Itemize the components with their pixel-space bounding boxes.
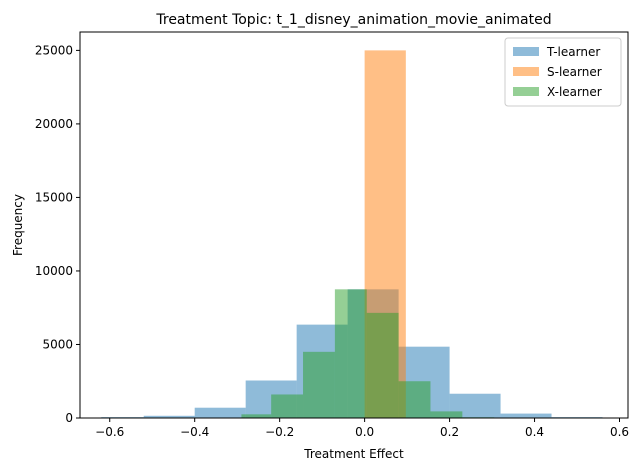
bar-x-learner-6	[430, 411, 463, 418]
legend-swatch	[513, 67, 539, 76]
legend-swatch	[513, 87, 539, 96]
legend: T-learner S-learner X-learner	[504, 37, 622, 107]
y-tick-label: 15000	[35, 190, 73, 204]
plot-frame	[79, 31, 629, 419]
legend-label: S-learner	[547, 65, 602, 79]
legend-label: X-learner	[547, 85, 602, 99]
bar-t-learner-2	[194, 407, 246, 418]
y-tick-label: 0	[65, 411, 73, 425]
x-tick-label: 0.6	[610, 425, 629, 439]
y-tick-label: 25000	[35, 43, 73, 57]
bar-x-learner-1	[271, 394, 304, 418]
y-axis: 0 5000 10000 15000 20000 25000	[35, 43, 80, 425]
y-tick-label: 10000	[35, 264, 73, 278]
y-tick-label: 5000	[42, 337, 73, 351]
bar-x-learner-2	[303, 351, 335, 418]
x-tick-label: −0.6	[95, 425, 124, 439]
legend-label: T-learner	[546, 45, 600, 59]
bar-x-learner-0	[241, 414, 272, 418]
y-axis-label: Frequency	[11, 194, 25, 256]
bar-x-learner-3	[334, 289, 367, 418]
bar-x-learner-5	[398, 381, 431, 418]
y-tick-label: 20000	[35, 117, 73, 131]
bar-t-learner-1	[143, 415, 195, 418]
x-tick-label: −0.4	[180, 425, 209, 439]
bars-layer	[101, 50, 603, 418]
x-axis-label: Treatment Effect	[303, 447, 404, 461]
chart-title: Treatment Topic: t_1_disney_animation_mo…	[155, 12, 551, 28]
legend-swatch	[513, 47, 539, 56]
bar-t-learner-8	[500, 413, 552, 418]
x-tick-label: 0.0	[355, 425, 374, 439]
x-axis: −0.6 −0.4 −0.2 0.0 0.2 0.4 0.6	[95, 418, 629, 439]
x-tick-label: 0.4	[525, 425, 544, 439]
x-tick-label: 0.2	[440, 425, 459, 439]
x-tick-label: −0.2	[265, 425, 294, 439]
bar-x-learner-4	[366, 312, 399, 418]
